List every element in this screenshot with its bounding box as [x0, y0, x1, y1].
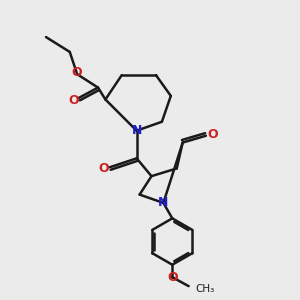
Text: O: O	[207, 128, 218, 141]
Text: O: O	[98, 162, 109, 175]
Text: CH₃: CH₃	[195, 284, 214, 293]
Text: N: N	[131, 124, 142, 137]
Text: O: O	[167, 271, 178, 284]
Text: O: O	[72, 66, 83, 79]
Text: N: N	[158, 196, 169, 209]
Text: O: O	[68, 94, 79, 107]
